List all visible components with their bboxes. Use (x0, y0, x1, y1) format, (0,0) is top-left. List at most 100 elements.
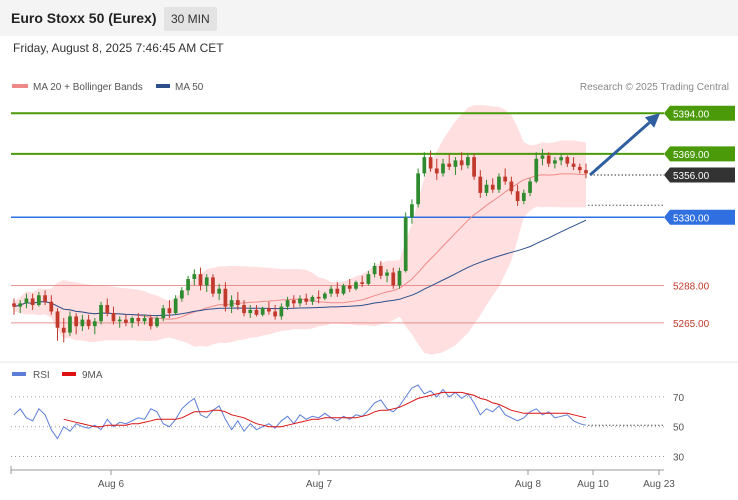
candle (267, 301, 271, 315)
candle-body (37, 295, 41, 305)
candle (546, 152, 551, 167)
candle (155, 316, 159, 328)
level-lines: 5394.00 5369.00 5356.00 5330.00 5288.00 5265.… (11, 105, 735, 330)
candle (416, 168, 420, 208)
level-label-0: 5394.00 (673, 109, 710, 120)
candle (323, 292, 327, 301)
candle (55, 308, 60, 341)
candle (180, 287, 184, 302)
x-tick-label: Aug 6 (98, 479, 125, 490)
x-tick-label: Aug 8 (515, 479, 542, 490)
projection-arrow (589, 113, 660, 177)
candle-body (55, 311, 60, 328)
candle (447, 153, 452, 171)
rsi-tick-label: 50 (673, 423, 685, 434)
candle-body (403, 217, 408, 271)
candle (173, 295, 178, 315)
legend-rsi-ma-swatch (62, 372, 76, 376)
x-tick-label: Aug 23 (643, 479, 675, 490)
candle (515, 184, 520, 206)
candle-body (74, 316, 79, 327)
legend-ma50-swatch (156, 84, 170, 88)
candle (453, 157, 458, 175)
candle-body (521, 192, 526, 201)
candle (403, 212, 408, 273)
candle (92, 318, 97, 335)
candle-body (553, 160, 557, 164)
candle-body (410, 204, 414, 218)
candle (273, 305, 277, 320)
legend-ma50-label: MA 50 (175, 82, 204, 93)
candle-body (30, 298, 35, 305)
candle-body (441, 163, 445, 174)
candle-body (204, 277, 209, 286)
candle-body (86, 319, 91, 327)
candle-body (198, 274, 203, 286)
candle-body (354, 282, 358, 289)
candle (372, 262, 377, 278)
candle (86, 314, 91, 330)
level-label-5: 5265.00 (673, 319, 710, 330)
candle (186, 275, 190, 296)
level-tag-0 (664, 105, 735, 121)
candle-body (559, 157, 563, 161)
candle (360, 275, 365, 288)
candle-body (329, 288, 333, 294)
candle (565, 155, 570, 167)
candle (254, 305, 259, 317)
level-label-1: 5369.00 (673, 150, 710, 161)
candle (18, 300, 23, 314)
candle (316, 290, 321, 304)
legend-rsi-swatch (12, 372, 26, 376)
candle-body (217, 288, 222, 294)
candle-body (192, 274, 197, 279)
candle-body (186, 279, 190, 291)
legend-rsi-ma-label: 9MA (82, 370, 103, 381)
candle (49, 295, 54, 315)
candle (466, 153, 470, 169)
candle (211, 274, 215, 297)
candle (304, 293, 309, 305)
candle-body (61, 327, 66, 333)
candle-body (136, 318, 141, 322)
arrow-head (644, 113, 660, 128)
candle-body (260, 308, 265, 315)
level-label-3: 5330.00 (673, 213, 710, 224)
candle-body (347, 285, 352, 289)
candle (434, 158, 439, 180)
candle-body (584, 170, 588, 174)
candle (559, 153, 563, 166)
candle-body (416, 173, 420, 205)
candle (161, 305, 166, 322)
candle-body (335, 288, 340, 294)
candle-body (540, 155, 545, 159)
candle (521, 189, 526, 205)
candle-body (478, 176, 483, 193)
candle-body (148, 318, 153, 327)
candle (472, 153, 476, 180)
timeframe-badge[interactable]: 30 MIN (164, 7, 217, 31)
candle-body (472, 157, 476, 177)
candle-body (397, 270, 402, 286)
candle-body (105, 305, 110, 314)
candle (30, 293, 35, 310)
candle (528, 178, 532, 197)
level-tag-2 (664, 167, 735, 183)
candle (204, 274, 209, 292)
candle-body (378, 266, 383, 276)
candle-body (341, 285, 346, 294)
candle (43, 290, 47, 305)
candle-body (366, 274, 371, 284)
candle-body (180, 290, 184, 299)
copyright: Research © 2025 Trading Central (580, 82, 729, 93)
candle-body (285, 300, 290, 307)
candle (577, 163, 582, 174)
candle (235, 292, 240, 310)
candle (366, 270, 371, 286)
candle (105, 298, 110, 317)
candle-body (235, 300, 240, 305)
candle-body (223, 288, 228, 307)
chart-title: Euro Stoxx 50 (Eurex) (11, 10, 157, 26)
level-label-4: 5288.00 (673, 282, 710, 293)
